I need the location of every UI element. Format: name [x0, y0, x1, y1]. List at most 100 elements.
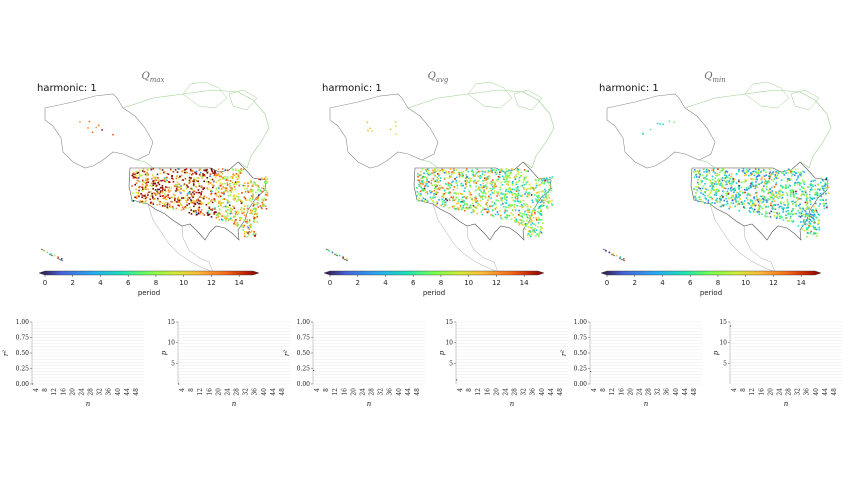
- colorbar-tick-label: 2: [355, 279, 359, 287]
- colorbar-label: period: [138, 289, 160, 297]
- x-tick-label: 16: [484, 388, 491, 396]
- alaska-outline: [44, 93, 154, 169]
- x-tick-label: 44: [548, 388, 555, 396]
- y-tick-label: 0.00: [16, 381, 30, 388]
- x-tick-label: 44: [682, 388, 689, 396]
- map-panel-max: harmonic: 1 Qmax 0 2 4 6 8 10 12 14 period: [33, 68, 273, 298]
- x-tick-label: 44: [270, 388, 277, 396]
- x-tick-label: 24: [359, 388, 366, 396]
- x-tick-label: 20: [767, 388, 774, 396]
- y-tick-label: 15: [719, 319, 727, 326]
- y-tick-label: 1.00: [297, 319, 311, 326]
- x-tick-label: 32: [655, 388, 662, 396]
- colorbar-tick-label: 10: [464, 279, 473, 287]
- x-tick-label: 24: [78, 388, 85, 396]
- x-tick-label: 20: [627, 388, 634, 396]
- colorbar-tick-label: 4: [660, 279, 665, 287]
- y-tick-label: 0.00: [574, 381, 588, 388]
- grid: [313, 321, 425, 385]
- x-tick-label: 36: [530, 388, 537, 396]
- map-panel-min: harmonic: 1 Qmin 0 2 4 6 8 10 12 14 period: [595, 68, 835, 298]
- x-tick-label: 24: [636, 388, 643, 396]
- x-tick-label: 28: [369, 388, 376, 396]
- y-tick-label: 0.50: [297, 350, 311, 357]
- colorbar-tick-label: 12: [207, 279, 216, 287]
- y-axis-label: p: [712, 350, 720, 355]
- x-tick-label: 32: [97, 388, 104, 396]
- grid: [730, 321, 842, 385]
- arctic-islands-outline: [182, 81, 258, 111]
- y-tick-label: 5: [723, 360, 727, 367]
- colorbar-tick-label: 0: [605, 279, 609, 287]
- x-tick-label: 12: [609, 388, 616, 396]
- x-tick-label: 48: [691, 388, 698, 396]
- alaska-outline: [329, 93, 439, 169]
- colorbar-tick-label: 0: [328, 279, 332, 287]
- x-tick-label: 36: [804, 388, 811, 396]
- x-tick-label: 12: [51, 388, 58, 396]
- us-map: 0 2 4 6 8 10 12 14 period: [323, 81, 555, 297]
- y-tick-label: 0.25: [574, 366, 588, 373]
- x-tick-label: 8: [466, 388, 473, 392]
- x-tick-label: 32: [243, 388, 250, 396]
- harmonic-label: harmonic: 1: [322, 83, 382, 94]
- y-axis-label: r²: [283, 350, 291, 356]
- x-axis-label: n: [232, 400, 237, 408]
- x-tick-label: 48: [557, 388, 564, 396]
- us-map: 0 2 4 6 8 10 12 14 period: [38, 81, 270, 297]
- colorbar-tick-label: 8: [716, 279, 720, 287]
- harmonic-label: harmonic: 1: [37, 83, 97, 94]
- canada-outline: [122, 89, 270, 173]
- x-tick-label: 40: [396, 388, 403, 396]
- x-tick-label: 36: [387, 388, 394, 396]
- x-tick-label: 4: [33, 388, 40, 392]
- colorbar-tick-label: 10: [741, 279, 750, 287]
- colorbar-tick-label: 2: [632, 279, 636, 287]
- map-title: Qavg: [427, 71, 449, 84]
- colorbar-tick-label: 14: [520, 279, 529, 287]
- x-tick-label: 4: [179, 388, 186, 392]
- x-tick-label: 32: [795, 388, 802, 396]
- alaska-outline: [606, 93, 716, 169]
- x-tick-label: 8: [600, 388, 607, 392]
- x-tick-label: 36: [664, 388, 671, 396]
- x-tick-label: 4: [731, 388, 738, 392]
- colorbar-tick-label: 12: [492, 279, 501, 287]
- x-tick-label: 20: [69, 388, 76, 396]
- map-panel-avg: harmonic: 1 Qavg 0 2 4 6 8 10 12 14 period: [318, 68, 558, 298]
- y-tick-label: 10: [719, 340, 727, 347]
- x-axis-label: n: [367, 400, 372, 408]
- canada-outline: [684, 89, 832, 173]
- x-axis-label: n: [644, 400, 649, 408]
- x-tick-label: 8: [42, 388, 49, 392]
- y-tick-label: 5: [449, 360, 453, 367]
- x-tick-label: 8: [323, 388, 330, 392]
- x-tick-label: 12: [749, 388, 756, 396]
- x-tick-label: 4: [591, 388, 598, 392]
- colorbar-tick-label: 6: [688, 279, 693, 287]
- colorbar-label: period: [423, 289, 445, 297]
- arctic-islands-outline: [744, 81, 820, 111]
- x-tick-label: 28: [512, 388, 519, 396]
- y-axis-label: r²: [2, 350, 10, 356]
- x-tick-label: 24: [502, 388, 509, 396]
- x-tick-label: 8: [188, 388, 195, 392]
- colorbar-tick-label: 0: [43, 279, 47, 287]
- x-tick-label: 4: [457, 388, 464, 392]
- colorbar-tick-label: 6: [126, 279, 131, 287]
- y-tick-label: 0.25: [297, 366, 311, 373]
- x-tick-label: 24: [224, 388, 231, 396]
- y-axis-label: p: [438, 350, 446, 355]
- x-tick-label: 44: [822, 388, 829, 396]
- arctic-islands-outline: [467, 81, 543, 111]
- x-tick-label: 28: [88, 388, 95, 396]
- x-tick-label: 16: [206, 388, 213, 396]
- y-axis-label: r²: [560, 350, 568, 356]
- x-tick-label: 12: [475, 388, 482, 396]
- map-title: Qmin: [704, 71, 726, 84]
- grid: [32, 321, 144, 385]
- y-axis-label: p: [160, 350, 168, 355]
- colorbar: [38, 270, 260, 276]
